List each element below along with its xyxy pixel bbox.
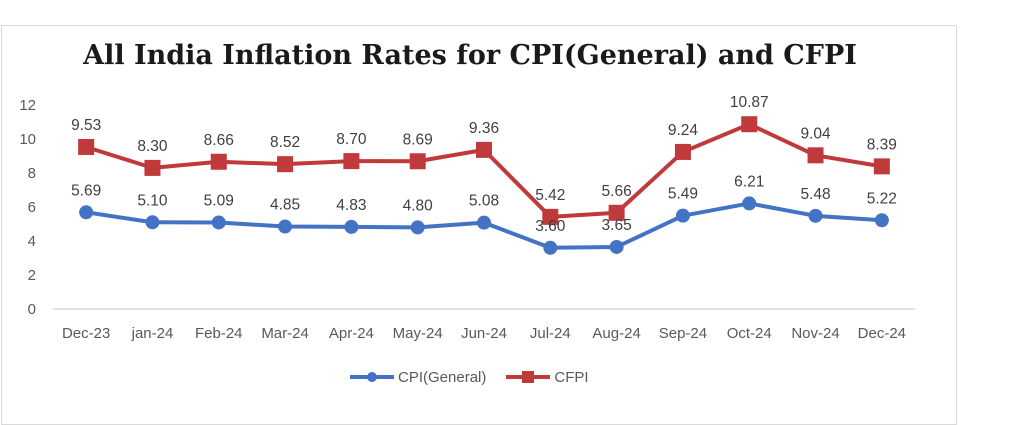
data-label: 9.24 [668, 122, 699, 139]
data-label: 5.09 [204, 192, 234, 209]
legend: CPI(General) CFPI [350, 367, 609, 387]
data-point [78, 138, 95, 155]
data-point [277, 156, 294, 173]
x-tick-label: Sep-24 [659, 325, 707, 342]
data-label: 8.66 [204, 132, 234, 149]
data-point [808, 208, 823, 223]
data-label: 8.39 [867, 136, 897, 153]
data-label: 8.69 [403, 131, 433, 148]
data-label: 5.69 [71, 182, 101, 199]
x-tick-label: Jul-24 [530, 325, 571, 342]
data-point [477, 215, 491, 230]
data-label: 4.83 [336, 197, 366, 214]
x-tick-label: Feb-24 [195, 325, 243, 342]
data-label: 8.30 [137, 138, 168, 155]
data-label: 10.87 [730, 94, 769, 111]
y-tick-label: 6 [28, 199, 36, 216]
data-label: 9.36 [469, 120, 499, 137]
data-point [79, 205, 94, 220]
data-point [675, 208, 690, 223]
data-label: 4.85 [270, 197, 300, 214]
data-point [674, 143, 691, 160]
data-point [145, 215, 160, 230]
data-label: 8.70 [336, 131, 367, 148]
data-label: 5.42 [535, 187, 565, 204]
line-square-marker-icon [506, 371, 551, 383]
x-tick-label: Dec-23 [62, 325, 110, 342]
data-label: 3.60 [535, 218, 566, 235]
data-point [278, 219, 293, 234]
y-tick-label: 2 [28, 267, 36, 284]
data-point [210, 153, 227, 170]
data-label: 4.80 [403, 197, 434, 214]
data-point [874, 213, 889, 228]
x-tick-label: jan-24 [131, 325, 174, 342]
data-point [211, 215, 226, 230]
data-point [608, 204, 625, 221]
line-circle-marker-icon [350, 372, 394, 382]
data-point [742, 196, 757, 211]
y-tick-label: 10 [19, 131, 36, 148]
data-label: 5.10 [137, 192, 168, 209]
data-label: 8.52 [270, 134, 300, 151]
x-tick-label: Apr-24 [329, 325, 374, 342]
data-label: 9.04 [800, 125, 831, 142]
data-point [543, 240, 558, 255]
series-cfpi [78, 116, 890, 225]
data-label: 3.65 [602, 217, 632, 234]
y-tick-label: 0 [28, 301, 36, 318]
data-point [741, 116, 758, 133]
data-label: 6.21 [734, 173, 764, 190]
series-layer [78, 116, 890, 255]
chart-title: All India Inflation Rates for CPI(Genera… [83, 40, 857, 71]
x-tick-label: Jun-24 [461, 325, 507, 342]
data-point [807, 147, 824, 164]
legend-label: CFPI [554, 368, 589, 386]
y-tick-label: 4 [28, 233, 36, 250]
data-point [409, 153, 426, 170]
data-point [343, 153, 360, 170]
x-tick-label: Nov-24 [791, 325, 839, 342]
data-label: 5.08 [469, 193, 499, 210]
data-label: 5.22 [867, 190, 897, 207]
legend-label: CPI(General) [398, 368, 487, 386]
series-cpi-general [79, 196, 889, 255]
data-point [873, 158, 890, 175]
data-point [542, 208, 559, 225]
data-label: 9.53 [71, 117, 101, 134]
data-labels: 5.69 5.10 5.09 4.85 4.83 4.80 5.08 3.60 3.65 5.49… [71, 94, 897, 235]
y-tick-label: 8 [28, 165, 36, 182]
data-label: 5.49 [668, 186, 698, 203]
data-point [609, 239, 624, 254]
data-label: 5.66 [602, 183, 632, 200]
data-point [476, 141, 492, 158]
x-tick-label: Aug-24 [592, 325, 640, 342]
x-tick-label: Oct-24 [727, 325, 772, 342]
x-tick-label: Mar-24 [261, 325, 309, 342]
axes: 0 2 4 6 8 10 12 Dec-23 jan-24 Feb-24 Mar-24 Apr-24 M… [19, 97, 915, 342]
line-chart: 0 2 4 6 8 10 12 Dec-23 jan-24 Feb-24 Mar-24 Apr-24 M… [19, 94, 915, 342]
data-point [410, 220, 425, 235]
legend-item-cfpi[interactable]: CFPI [506, 367, 589, 387]
data-point [344, 219, 359, 234]
data-point [144, 159, 161, 176]
x-tick-label: Dec-24 [858, 325, 906, 342]
x-tick-label: May-24 [393, 325, 443, 342]
y-tick-label: 12 [19, 97, 36, 114]
data-label: 5.48 [800, 186, 830, 203]
legend-item-cpi-general[interactable]: CPI(General) [350, 367, 486, 387]
